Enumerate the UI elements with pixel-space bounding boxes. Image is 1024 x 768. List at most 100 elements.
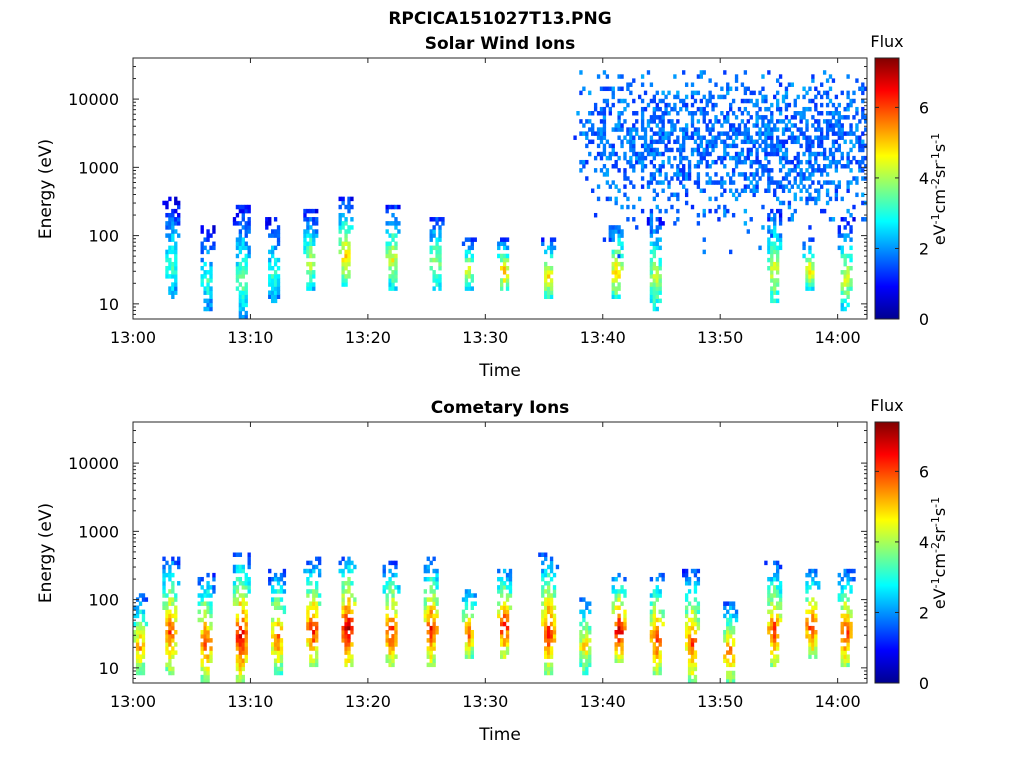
- spectrogram-cell: [385, 581, 389, 586]
- spectrogram-cell: [602, 135, 607, 140]
- spectrogram-cell: [244, 646, 248, 651]
- spectrogram-cell: [775, 298, 780, 304]
- spectrogram-cell: [764, 115, 768, 120]
- spectrogram-cell: [391, 625, 395, 631]
- spectrogram-cell: [206, 678, 210, 684]
- spectrogram-cell: [723, 139, 727, 145]
- spectrogram-cell: [676, 135, 680, 140]
- spectrogram-cell: [623, 589, 627, 594]
- spectrogram-cell: [652, 282, 657, 287]
- y-tick-label: 10: [99, 295, 119, 314]
- spectrogram-cell: [141, 642, 146, 647]
- spectrogram-cell: [593, 106, 598, 112]
- spectrogram-cell: [209, 274, 213, 279]
- spectrogram-cell: [773, 298, 777, 304]
- spectrogram-cell: [761, 204, 765, 210]
- spectrogram-cell: [637, 196, 642, 202]
- spectrogram-cell: [749, 188, 753, 193]
- spectrogram-cell: [849, 212, 853, 218]
- spectrogram-cell: [502, 245, 507, 251]
- spectrogram-cell: [315, 229, 319, 234]
- spectrogram-cell: [726, 609, 730, 615]
- spectrogram-cell: [273, 666, 278, 672]
- spectrogram-cell: [203, 245, 207, 251]
- spectrogram-cell: [174, 286, 178, 291]
- spectrogram-cell: [435, 249, 439, 255]
- spectrogram-cell: [435, 581, 439, 586]
- spectrogram-cell: [617, 237, 621, 242]
- spectrogram-cell: [391, 212, 395, 218]
- spectrogram-cell: [658, 666, 662, 672]
- spectrogram-cell: [350, 568, 354, 574]
- spectrogram-cell: [500, 617, 504, 623]
- spectrogram-cell: [432, 233, 436, 238]
- spectrogram-cell: [805, 123, 809, 128]
- spectrogram-cell: [168, 196, 172, 202]
- spectrogram-cell: [614, 151, 618, 157]
- spectrogram-cell: [171, 572, 175, 578]
- spectrogram-cell: [696, 74, 701, 79]
- spectrogram-cell: [858, 168, 862, 173]
- spectrogram-cell: [461, 617, 466, 623]
- spectrogram-cell: [729, 249, 733, 255]
- spectrogram-cell: [773, 629, 777, 635]
- spectrogram-cell: [602, 86, 607, 92]
- spectrogram-cell: [435, 613, 439, 619]
- spectrogram-cell: [168, 249, 172, 255]
- spectrogram-cell: [720, 86, 724, 92]
- spectrogram-cell: [141, 662, 146, 668]
- spectrogram-cell: [717, 119, 721, 124]
- spectrogram-cell: [705, 123, 709, 128]
- spectrogram-cell: [773, 642, 777, 647]
- spectrogram-cell: [611, 576, 615, 582]
- spectrogram-cell: [799, 172, 803, 177]
- spectrogram-cell: [737, 159, 742, 165]
- spectrogram-cell: [241, 270, 245, 275]
- spectrogram-cell: [837, 119, 841, 124]
- spectrogram-cell: [241, 265, 245, 271]
- spectrogram-cell: [203, 261, 207, 267]
- spectrogram-cell: [432, 286, 436, 291]
- spectrogram-cell: [429, 560, 433, 566]
- spectrogram-cell: [350, 654, 354, 659]
- spectrogram-cell: [726, 629, 730, 635]
- spectrogram-cell: [626, 139, 630, 145]
- spectrogram-cell: [549, 654, 554, 659]
- spectrogram-cell: [200, 593, 204, 598]
- spectrogram-cell: [652, 139, 657, 145]
- spectrogram-cell: [731, 168, 736, 173]
- spectrogram-cell: [808, 151, 812, 157]
- spectrogram-cell: [687, 638, 692, 643]
- spectrogram-cell: [541, 593, 545, 598]
- spectrogram-cell: [840, 282, 844, 287]
- spectrogram-cell: [315, 221, 319, 226]
- spectrogram-cell: [602, 123, 607, 128]
- spectrogram-cell: [661, 613, 665, 619]
- spectrogram-cell: [341, 270, 345, 275]
- spectrogram-cell: [209, 270, 213, 275]
- spectrogram-cell: [502, 585, 507, 590]
- spectrogram-cell: [831, 159, 836, 165]
- spectrogram-cell: [241, 286, 245, 291]
- spectrogram-cell: [573, 135, 577, 140]
- spectrogram-cell: [679, 151, 683, 157]
- spectrogram-cell: [773, 249, 777, 255]
- spectrogram-cell: [676, 90, 680, 96]
- spectrogram-cell: [808, 245, 812, 251]
- spectrogram-cell: [846, 617, 850, 623]
- spectrogram-cell: [731, 123, 736, 128]
- spectrogram-cell: [238, 678, 243, 684]
- spectrogram-cell: [611, 290, 615, 295]
- spectrogram-cell: [643, 131, 648, 136]
- spectrogram-cell: [635, 131, 639, 136]
- spectrogram-cell: [238, 576, 243, 582]
- spectrogram-cell: [723, 638, 727, 643]
- spectrogram-cell: [315, 589, 319, 594]
- spectrogram-cell: [200, 245, 204, 251]
- spectrogram-cell: [391, 237, 395, 242]
- spectrogram-cell: [778, 593, 783, 598]
- spectrogram-cell: [200, 666, 204, 672]
- spectrogram-cell: [682, 70, 686, 75]
- spectrogram-cell: [682, 98, 686, 104]
- spectrogram-cell: [549, 290, 554, 295]
